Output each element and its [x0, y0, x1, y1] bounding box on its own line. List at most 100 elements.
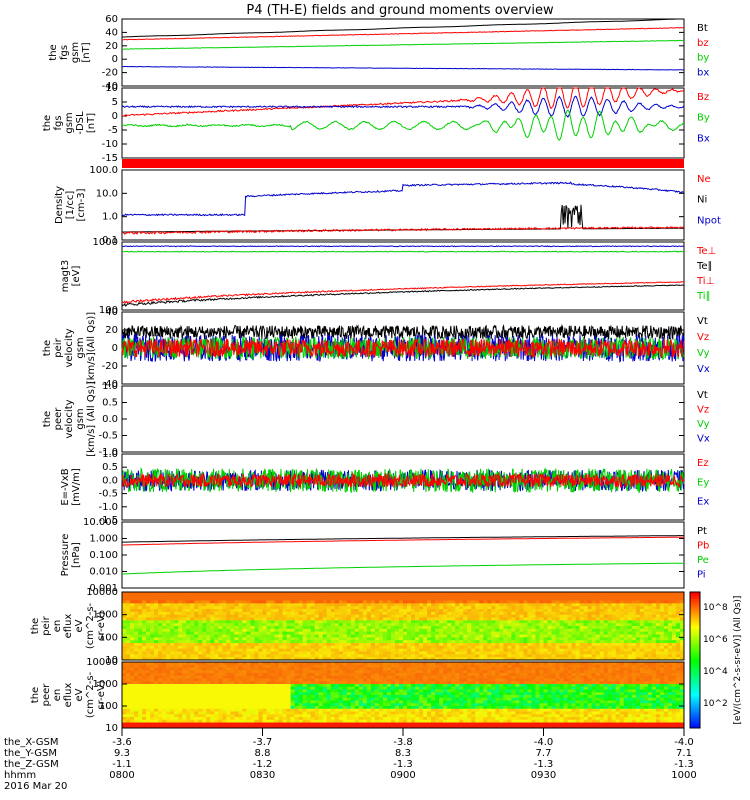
peir-spectrogram-cell: [234, 645, 239, 650]
peir-spectrogram-cell: [587, 592, 593, 596]
peir-spectrogram-cell: [515, 651, 520, 655]
peir-spectrogram-cell: [615, 611, 621, 616]
peir-spectrogram-cell: [635, 600, 641, 604]
peer-spectrogram-cell: [278, 686, 283, 690]
peir-spectrogram-cell: [322, 648, 328, 652]
peir-spectrogram-cell: [603, 657, 609, 661]
peir-spectrogram-cell: [579, 594, 585, 599]
peir-spectrogram-cell: [619, 657, 625, 661]
peir-spectrogram-cell: [663, 626, 669, 630]
peir-spectrogram-cell: [398, 617, 404, 621]
peir-spectrogram-cell: [154, 637, 159, 641]
peir-spectrogram-cell: [122, 628, 127, 633]
peer-spectrogram-cell: [238, 686, 243, 690]
peir-spectrogram-cell: [390, 626, 396, 630]
peir-spectrogram-cell: [635, 617, 641, 621]
legend-entry: Bt: [697, 23, 708, 34]
peer-spectrogram-cell: [314, 714, 320, 718]
peir-spectrogram-cell: [198, 623, 203, 627]
peer-spectrogram-cell: [282, 722, 287, 726]
peir-spectrogram-cell: [378, 657, 384, 661]
peir-spectrogram-cell: [623, 603, 629, 607]
peir-spectrogram-cell: [302, 657, 308, 661]
peer-spectrogram-cell: [166, 673, 171, 677]
peer-spectrogram-cell: [122, 667, 127, 671]
peer-spectrogram-cell: [314, 711, 320, 715]
peir-spectrogram-cell: [491, 623, 496, 627]
peir-spectrogram-cell: [318, 626, 324, 630]
peir-spectrogram-cell: [322, 623, 328, 627]
peer-spectrogram-cell: [206, 686, 211, 690]
peer-spectrogram-cell: [246, 673, 251, 677]
peir-spectrogram-cell: [186, 594, 191, 599]
peir-spectrogram-cell: [270, 611, 275, 616]
peir-spectrogram-cell: [583, 640, 589, 644]
peer-spectrogram-cell: [298, 714, 304, 718]
peir-spectrogram-cell: [334, 631, 340, 635]
peir-spectrogram-cell: [234, 600, 239, 604]
peir-spectrogram-cell: [655, 640, 661, 644]
peir-spectrogram-cell: [202, 631, 207, 635]
peir-spectrogram-cell: [358, 640, 364, 644]
peer-spectrogram-cell: [222, 711, 227, 715]
peir-spectrogram-cell: [539, 597, 544, 601]
peer-spectrogram-cell: [326, 722, 332, 726]
peer-spectrogram-cell: [274, 708, 279, 712]
peir-spectrogram-cell: [322, 603, 328, 607]
peir-spectrogram-cell: [531, 651, 536, 655]
peir-spectrogram-cell: [407, 645, 412, 650]
peir-spectrogram-cell: [627, 614, 633, 618]
peer-spectrogram-cell: [150, 678, 155, 682]
peir-spectrogram-cell: [539, 592, 544, 596]
peir-spectrogram-cell: [563, 600, 568, 604]
peer-spectrogram-cell: [354, 684, 360, 688]
peer-spectrogram-cell: [234, 684, 239, 688]
peer-spectrogram-cell: [326, 714, 332, 718]
peir-spectrogram-cell: [374, 597, 380, 601]
peir-spectrogram-cell: [587, 645, 593, 650]
peer-spectrogram-cell: [158, 722, 163, 726]
peer-spectrogram-cell: [338, 670, 344, 674]
peir-spectrogram-cell: [503, 623, 508, 627]
peer-spectrogram-cell: [350, 692, 356, 696]
peir-spectrogram-cell: [242, 651, 247, 655]
peir-spectrogram-cell: [559, 611, 564, 616]
peer-spectrogram-cell: [278, 700, 283, 704]
peir-spectrogram-cell: [531, 592, 536, 596]
peir-spectrogram-cell: [559, 631, 564, 635]
peer-spectrogram-cell: [330, 722, 336, 726]
peir-spectrogram-cell: [274, 592, 279, 596]
peer-spectrogram-cell: [170, 697, 175, 701]
peir-spectrogram-cell: [643, 623, 649, 627]
peer-spectrogram-cell: [218, 664, 223, 668]
peir-spectrogram-cell: [443, 617, 448, 621]
peir-spectrogram-cell: [479, 600, 484, 604]
peir-spectrogram-cell: [394, 626, 400, 630]
peir-spectrogram-cell: [290, 617, 296, 621]
peir-spectrogram-cell: [423, 640, 428, 644]
peir-spectrogram-cell: [667, 594, 673, 599]
peer-spectrogram-cell: [142, 678, 147, 682]
peir-spectrogram-cell: [559, 623, 564, 627]
peir-spectrogram-cell: [138, 637, 143, 641]
peir-spectrogram-cell: [246, 594, 251, 599]
peir-spectrogram-cell: [338, 645, 344, 650]
y-axis-label: [nT]: [86, 113, 97, 133]
peer-spectrogram-cell: [266, 700, 271, 704]
peir-spectrogram-cell: [583, 609, 589, 613]
peer-spectrogram-cell: [350, 684, 356, 688]
peir-spectrogram-cell: [591, 611, 597, 616]
peir-spectrogram-cell: [350, 645, 356, 650]
peir-spectrogram-cell: [663, 645, 669, 650]
peir-spectrogram-cell: [483, 617, 488, 621]
peir-spectrogram-cell: [591, 614, 597, 618]
peir-spectrogram-cell: [427, 594, 432, 599]
peir-spectrogram-cell: [443, 648, 448, 652]
peir-spectrogram-cell: [318, 603, 324, 607]
peir-spectrogram-cell: [459, 626, 464, 630]
peir-spectrogram-cell: [583, 634, 589, 638]
peer-spectrogram-cell: [262, 675, 267, 679]
peer-spectrogram-cell: [142, 686, 147, 690]
peer-spectrogram-cell: [154, 686, 159, 690]
peer-spectrogram-cell: [166, 692, 171, 696]
